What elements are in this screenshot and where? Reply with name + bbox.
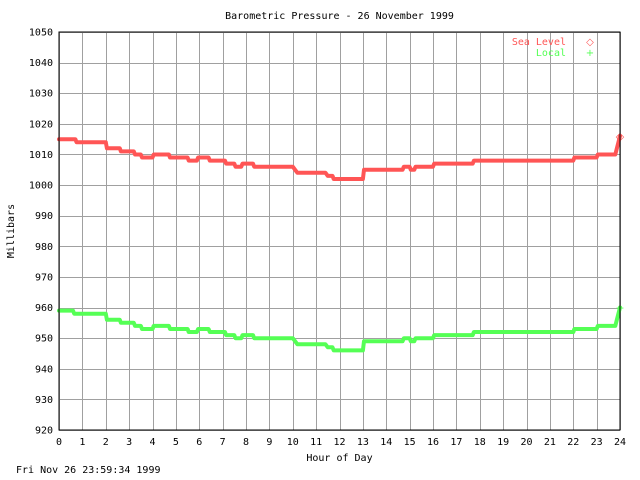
y-tick-label: 950	[35, 334, 53, 345]
x-tick-label: 15	[404, 437, 416, 448]
x-tick-label: 21	[544, 437, 556, 448]
x-tick-label: 17	[450, 437, 462, 448]
axis-ticks: 0 1 2 3 4 5 6 7 8 9 10 11 12 13 14 15 16 17 18 19 20 21 22 23 24…	[29, 28, 626, 449]
x-tick-label: 13	[357, 437, 369, 448]
x-tick-label: 22	[567, 437, 579, 448]
footer-timestamp: Fri Nov 26 23:59:34 1999	[16, 465, 161, 476]
series-line-sea-level	[57, 134, 622, 181]
x-tick-label: 5	[173, 437, 179, 448]
x-tick-label: 16	[427, 437, 439, 448]
x-tick-label: 24	[614, 437, 626, 448]
y-tick-label: 920	[35, 426, 53, 437]
y-tick-label: 990	[35, 211, 53, 222]
grid	[59, 32, 621, 431]
legend-marker-sea-level: ◇	[586, 37, 594, 48]
x-tick-label: 3	[126, 437, 132, 448]
y-tick-label: 1030	[29, 89, 53, 100]
x-tick-label: 9	[266, 437, 272, 448]
y-tick-label: 1010	[29, 150, 53, 161]
legend-marker-local: +	[586, 48, 594, 59]
x-tick-label: 23	[591, 437, 603, 448]
series-layer: ◇+	[57, 130, 625, 353]
y-tick-label: 960	[35, 303, 53, 314]
y-tick-label: 930	[35, 395, 53, 406]
y-tick-label: 980	[35, 242, 53, 253]
x-tick-label: 12	[333, 437, 345, 448]
chart-title: Barometric Pressure - 26 November 1999	[225, 11, 454, 22]
x-tick-label: 1	[79, 437, 85, 448]
y-tick-label: 1020	[29, 119, 53, 130]
x-tick-label: 11	[310, 437, 322, 448]
x-tick-label: 6	[196, 437, 202, 448]
x-tick-label: 7	[220, 437, 226, 448]
y-axis-label: Millibars	[6, 204, 17, 258]
x-tick-label: 20	[520, 437, 532, 448]
plot-frame	[58, 31, 621, 431]
series-line-local	[57, 305, 622, 353]
x-tick-label: 10	[287, 437, 299, 448]
x-tick-label: 8	[243, 437, 249, 448]
x-tick-label: 4	[149, 437, 155, 448]
x-tick-label: 14	[380, 437, 392, 448]
y-tick-label: 1050	[29, 28, 53, 39]
x-tick-label: 18	[474, 437, 486, 448]
y-tick-label: 1000	[29, 181, 53, 192]
x-tick-label: 2	[103, 437, 109, 448]
legend-label-local: Local	[536, 48, 566, 59]
y-tick-label: 970	[35, 272, 53, 283]
y-tick-label: 940	[35, 364, 53, 375]
legend: Sea Level ◇ Local +	[512, 37, 594, 59]
legend-label-sea-level: Sea Level	[512, 37, 566, 48]
y-tick-label: 1040	[29, 58, 53, 69]
x-axis-label: Hour of Day	[306, 453, 372, 464]
x-tick-label: 0	[56, 437, 62, 448]
x-tick-label: 19	[497, 437, 509, 448]
